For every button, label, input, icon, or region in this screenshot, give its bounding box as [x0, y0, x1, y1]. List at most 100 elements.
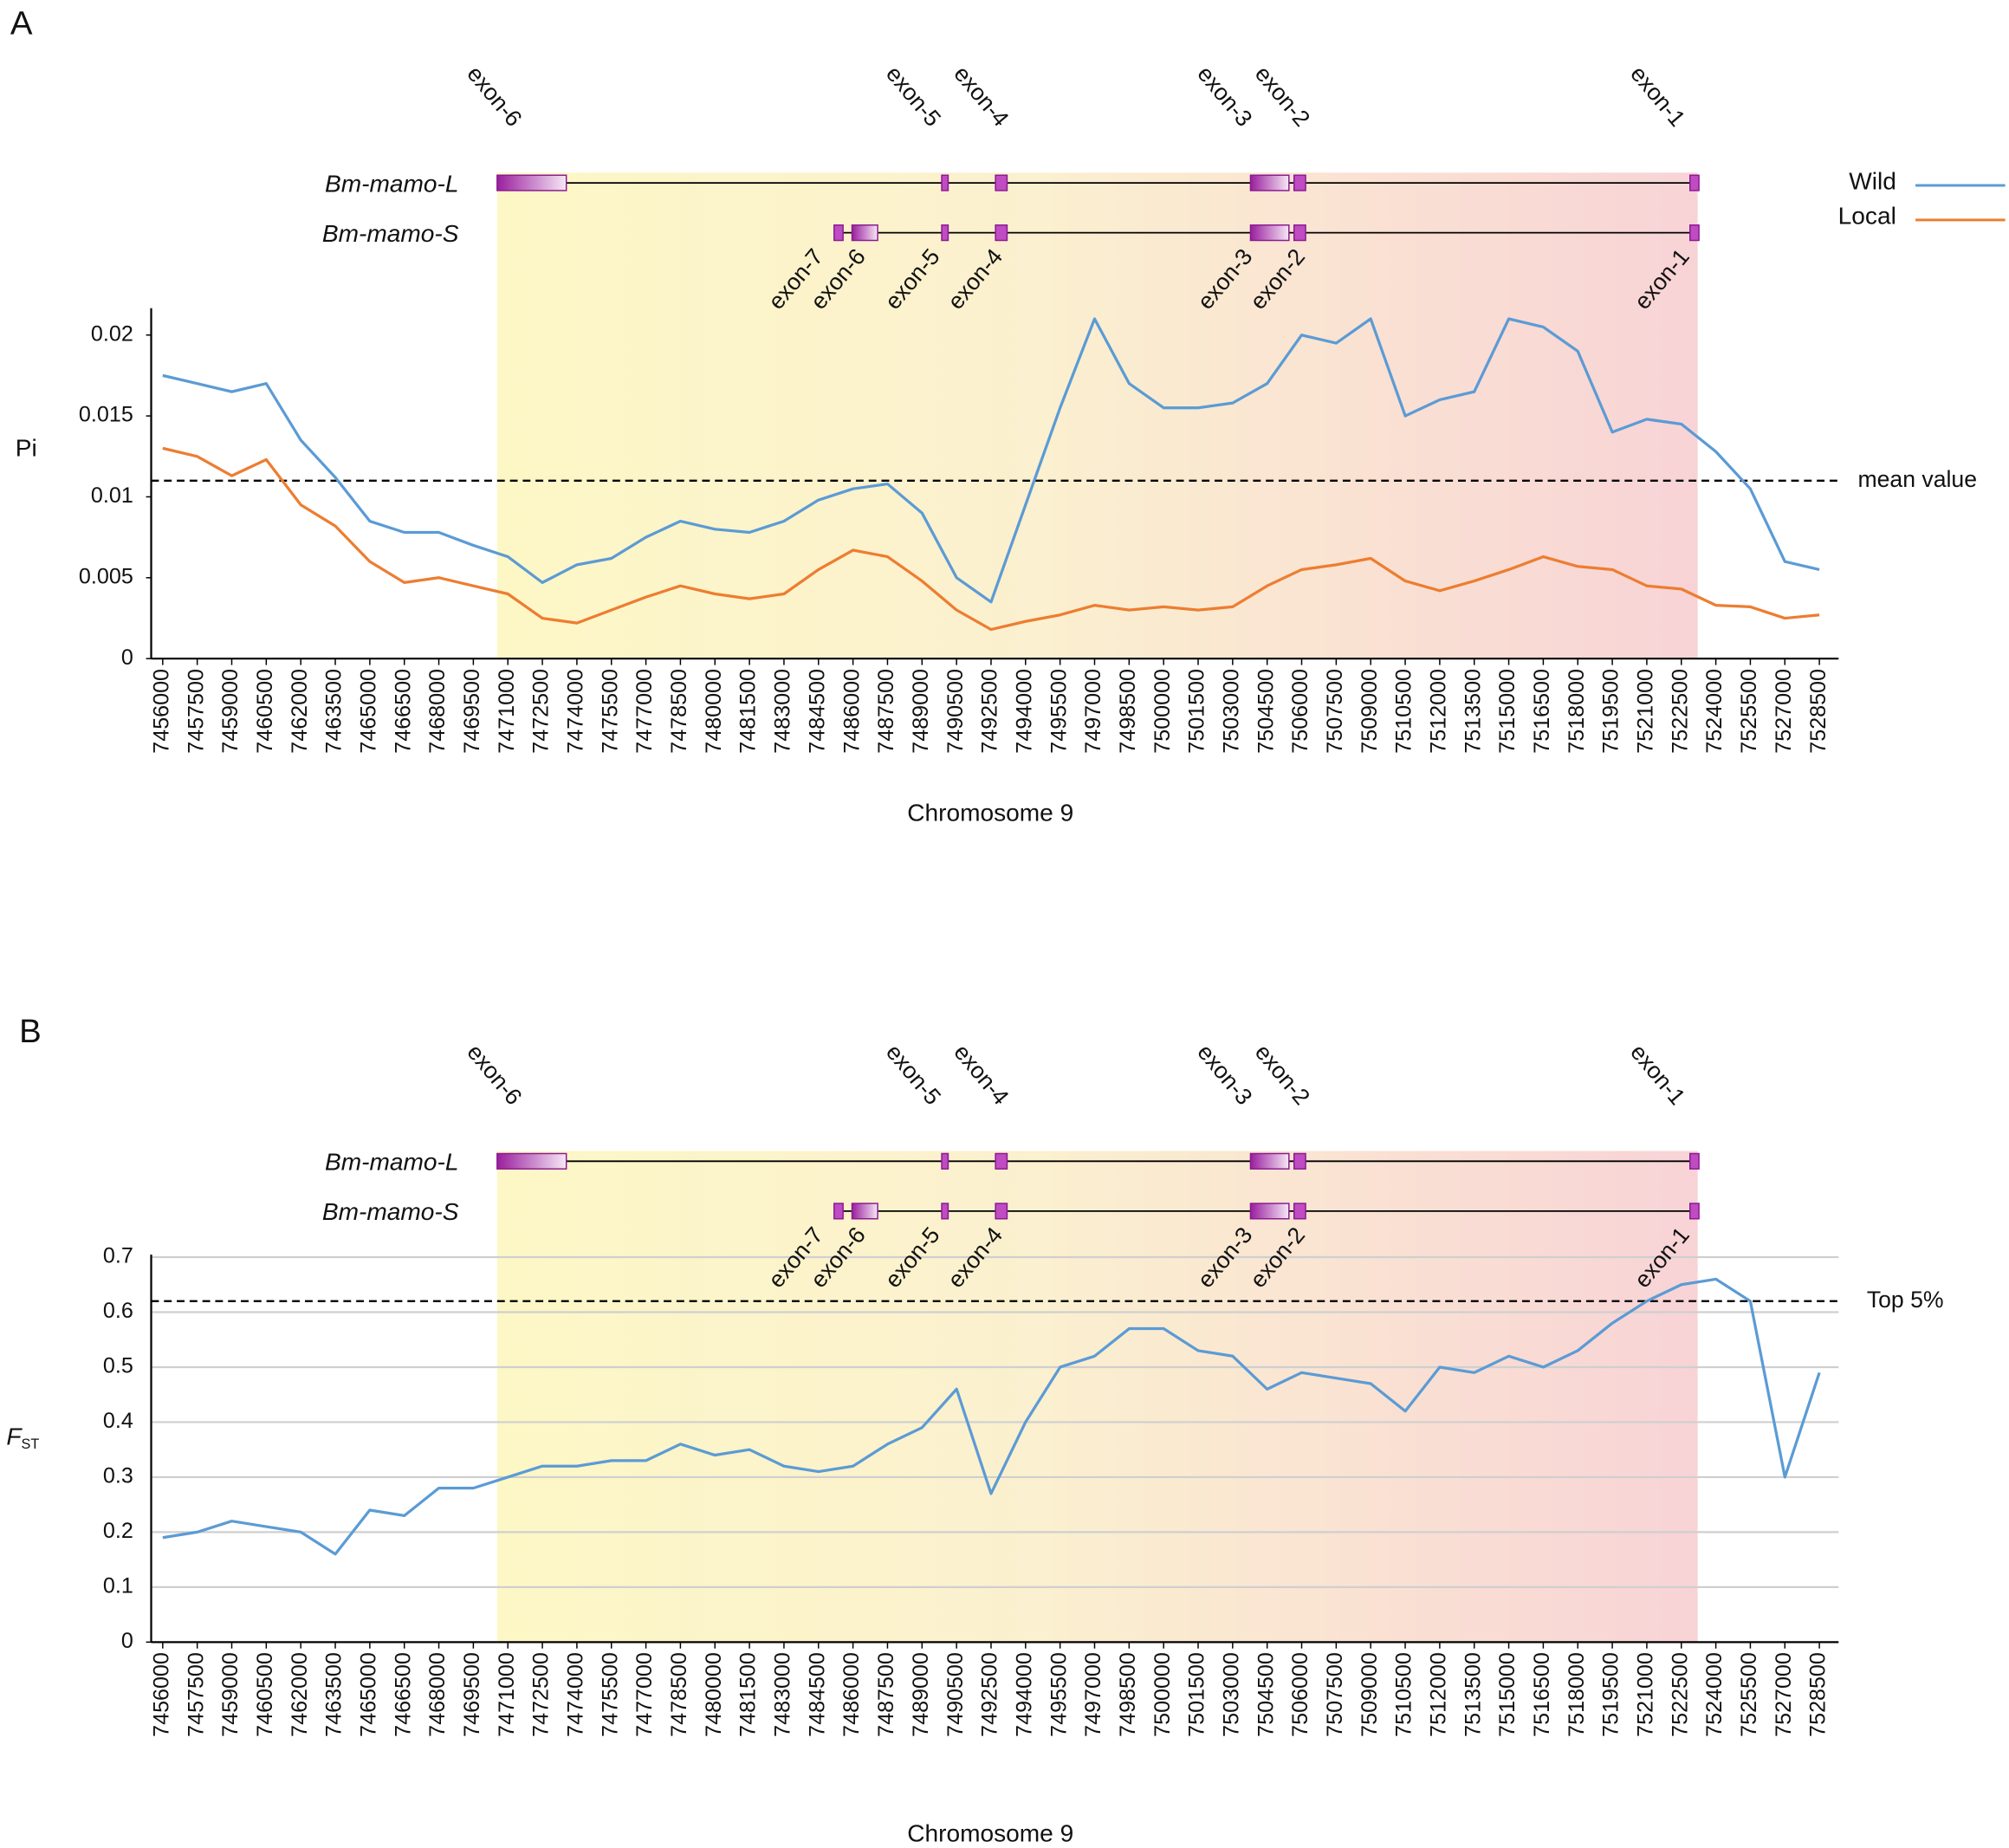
exon-label: exon-2 [1250, 1039, 1315, 1109]
exon-label: exon-5 [881, 61, 946, 131]
x-tick-label: 7469500 [460, 669, 484, 754]
y-tick-label: 0.5 [103, 1354, 133, 1378]
x-tick-label: 7459000 [218, 1652, 243, 1737]
x-tick-label: 7518000 [1565, 1652, 1589, 1737]
exon-box [1249, 1203, 1290, 1220]
x-tick-label: 7500000 [1150, 1652, 1175, 1737]
x-tick-label: 7475500 [598, 669, 622, 754]
x-tick-label: 7483000 [771, 1652, 795, 1737]
x-tick-label: 7497000 [1081, 669, 1105, 754]
exon-label: exon-2 [1250, 61, 1315, 131]
x-tick-label: 7521000 [1634, 669, 1658, 754]
x-tick-label: 7472500 [529, 1652, 554, 1737]
x-tick-label: 7481500 [736, 1652, 761, 1737]
x-tick-label: 7519500 [1599, 1652, 1623, 1737]
exon-label: exon-6 [462, 61, 527, 131]
exon-box [995, 174, 1008, 191]
x-tick-label: 7527000 [1772, 669, 1796, 754]
x-tick-label: 7459000 [218, 669, 243, 754]
exon-box [995, 1203, 1008, 1220]
x-tick-label: 7481500 [736, 669, 761, 754]
exon-box [1293, 1152, 1306, 1170]
x-tick-label: 7509000 [1358, 1652, 1382, 1737]
x-tick-label: 7489000 [909, 669, 933, 754]
exon-box [833, 224, 844, 242]
exon-box [496, 1152, 567, 1170]
x-tick-label: 7525500 [1737, 1652, 1761, 1737]
x-tick-label: 7521000 [1634, 1652, 1658, 1737]
y-tick-label: 0 [121, 1629, 133, 1653]
gene-name: Bm-mamo-L [325, 1149, 459, 1176]
x-tick-label: 7498500 [1116, 669, 1140, 754]
gene-region [496, 1151, 1698, 1643]
gene-name: Bm-mamo-L [325, 170, 459, 197]
x-axis-label: Chromosome 9 [907, 1820, 1073, 1847]
x-tick-label: 7506000 [1288, 1652, 1312, 1737]
y-axis-label-main: Pi [16, 435, 37, 462]
x-tick-label: 7471000 [495, 1652, 519, 1737]
exon-box [1689, 1203, 1700, 1220]
y-tick-label: 0.02 [91, 321, 133, 346]
y-axis-label: Pi [16, 435, 37, 462]
gene-name: Bm-mamo-S [322, 1198, 459, 1225]
y-tick-label: 0.3 [103, 1464, 133, 1488]
x-tick-label: 7494000 [1012, 1652, 1036, 1737]
exon-box [851, 224, 878, 242]
x-tick-label: 7490500 [943, 1652, 968, 1737]
x-tick-label: 7492500 [978, 1652, 1002, 1737]
data-line [162, 1277, 1821, 1556]
legend-label: Wild [1849, 168, 1896, 195]
x-tick-label: 7504500 [1254, 1652, 1278, 1737]
x-tick-label: 7489000 [909, 1652, 933, 1737]
x-tick-label: 7503000 [1219, 1652, 1243, 1737]
x-axis-label: Chromosome 9 [907, 800, 1073, 827]
x-tick-label: 7513500 [1461, 669, 1485, 754]
x-tick-label: 7509000 [1358, 669, 1382, 754]
exon-box [1293, 1203, 1306, 1220]
exon-box [1249, 174, 1290, 191]
x-tick-label: 7506000 [1288, 669, 1312, 754]
data-line [162, 446, 1820, 632]
x-tick-label: 7466500 [391, 669, 415, 754]
x-tick-label: 7456000 [149, 1652, 173, 1737]
x-tick-label: 7507500 [1323, 669, 1347, 754]
y-axis-label-main: F [6, 1423, 23, 1450]
exon-box [995, 224, 1008, 242]
x-tick-label: 7480000 [702, 1652, 726, 1737]
x-tick-label: 7528500 [1806, 1652, 1831, 1737]
x-tick-label: 7466500 [391, 1652, 415, 1737]
x-tick-label: 7503000 [1219, 669, 1243, 754]
x-tick-label: 7478500 [667, 1652, 691, 1737]
x-tick-label: 7498500 [1116, 1652, 1140, 1737]
x-tick-label: 7475500 [598, 1652, 622, 1737]
x-tick-label: 7494000 [1012, 669, 1036, 754]
exon-label: exon-4 [949, 61, 1014, 131]
x-tick-label: 7487500 [874, 669, 898, 754]
exon-box [1249, 224, 1290, 242]
x-tick-label: 7465000 [356, 1652, 380, 1737]
reference-label: Top 5% [1867, 1287, 1944, 1313]
exon-label: exon-3 [1192, 61, 1257, 131]
exon-label: exon-3 [1192, 1039, 1257, 1109]
x-tick-label: 7519500 [1599, 669, 1623, 754]
x-tick-label: 7480000 [702, 669, 726, 754]
y-tick-label: 0.4 [103, 1409, 133, 1433]
x-tick-label: 7524000 [1702, 669, 1727, 754]
x-tick-label: 7486000 [839, 1652, 864, 1737]
x-tick-label: 7462000 [288, 669, 312, 754]
exon-box [496, 174, 567, 191]
x-tick-label: 7468000 [425, 669, 450, 754]
x-tick-label: 7528500 [1806, 669, 1831, 754]
exon-label: exon-1 [1625, 61, 1690, 131]
x-tick-label: 7510500 [1392, 669, 1416, 754]
exon-box [851, 1203, 878, 1220]
x-tick-label: 7457500 [184, 669, 208, 754]
x-tick-label: 7527000 [1772, 1652, 1796, 1737]
exon-label: exon-5 [881, 1039, 946, 1109]
exon-label: exon-4 [949, 1039, 1014, 1109]
x-tick-label: 7478500 [667, 669, 691, 754]
exon-box [941, 1203, 949, 1220]
x-tick-label: 7490500 [943, 669, 968, 754]
x-tick-label: 7513500 [1461, 1652, 1485, 1737]
exon-box [1689, 174, 1700, 191]
